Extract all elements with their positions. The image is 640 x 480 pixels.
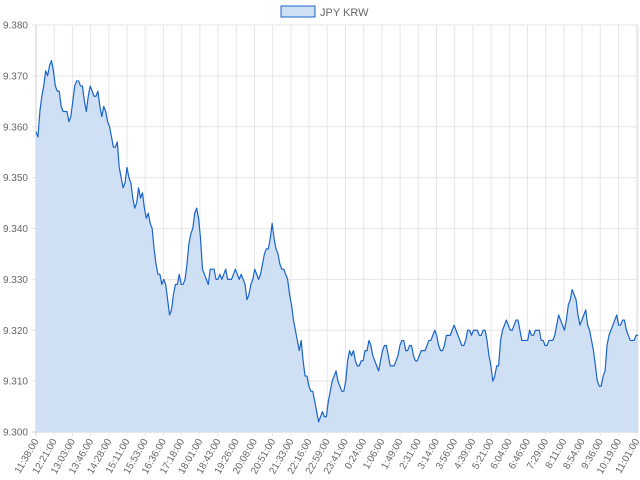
plot-area <box>35 60 638 433</box>
series-area-jpy-krw <box>36 60 638 433</box>
y-tick-label: 9.320 <box>3 326 28 337</box>
y-tick-label: 9.380 <box>3 21 28 32</box>
legend-swatch <box>280 5 316 18</box>
series-line-jpy-krw <box>35 60 638 423</box>
y-tick-label: 9.370 <box>3 71 28 82</box>
y-tick-label: 9.300 <box>3 428 28 439</box>
y-tick-label: 9.350 <box>3 173 28 184</box>
y-tick-label: 9.340 <box>3 224 28 235</box>
y-tick-label: 9.360 <box>3 122 28 133</box>
y-tick-label: 9.310 <box>3 377 28 388</box>
x-axis: 11:38:0012:21:0013:03:0013:46:0014:28:00… <box>13 437 640 477</box>
y-axis: 9.380 9.370 9.360 9.350 9.340 9.330 9.320 9.310… <box>3 21 28 439</box>
legend-label-jpy-krw: JPY KRW <box>320 7 369 19</box>
y-tick-label: 9.330 <box>3 275 28 286</box>
legend[interactable]: JPY KRW <box>280 5 369 19</box>
